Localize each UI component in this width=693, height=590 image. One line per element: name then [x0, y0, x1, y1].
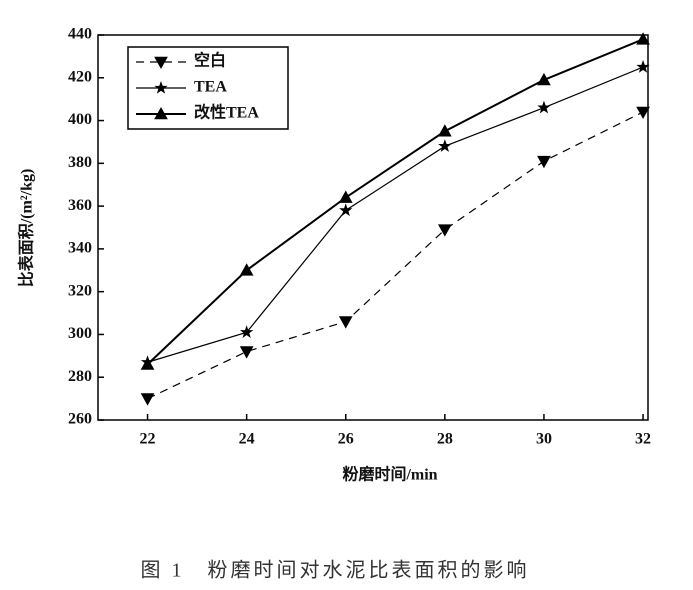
caption: 图 1 粉磨时间对水泥比表面积的影响: [141, 559, 530, 582]
series-line: [147, 66, 644, 363]
marker: [239, 325, 254, 338]
marker: [339, 203, 353, 217]
y-tick-label: 440: [68, 26, 92, 43]
marker: [537, 155, 551, 169]
series-line: [146, 38, 644, 366]
y-tick-label: 380: [68, 154, 92, 171]
x-tick-label: 32: [635, 431, 651, 448]
y-tick-label: 400: [68, 111, 92, 128]
marker: [438, 139, 452, 152]
legend-label: 空白: [194, 51, 226, 70]
y-tick-label: 320: [68, 282, 92, 299]
marker: [239, 263, 254, 276]
x-axis-label: 粉磨时间/min: [342, 465, 437, 484]
marker: [636, 60, 650, 73]
y-tick-label: 340: [68, 240, 92, 257]
y-tick-label: 360: [68, 197, 92, 214]
x-tick-label: 26: [338, 431, 354, 448]
plot-frame: [97, 34, 649, 421]
y-axis-label: 比表面积/(m²/kg): [17, 169, 36, 288]
marker: [636, 106, 650, 120]
y-tick-label: 420: [68, 68, 92, 85]
marker: [537, 72, 551, 86]
marker: [140, 357, 155, 370]
marker: [239, 346, 254, 359]
x-tick-label: 30: [536, 431, 552, 448]
marker: [140, 393, 155, 406]
y-tick-label: 280: [68, 368, 92, 385]
marker: [437, 124, 452, 137]
y-tick-label: 300: [68, 325, 92, 342]
legend-marker: [154, 80, 168, 94]
marker: [338, 190, 353, 203]
y-tick-label: 260: [68, 411, 92, 428]
legend-marker: [154, 56, 168, 70]
x-tick-label: 24: [239, 431, 255, 448]
marker: [636, 32, 650, 45]
marker: [537, 100, 551, 114]
x-tick-label: 28: [437, 431, 453, 448]
marker: [338, 316, 353, 329]
legend-label: TEA: [194, 79, 227, 96]
series-line: [147, 111, 644, 400]
legend-label: 改性TEA: [194, 103, 259, 122]
marker: [437, 224, 452, 237]
legend-marker: [154, 106, 168, 120]
x-tick-label: 22: [140, 431, 156, 448]
